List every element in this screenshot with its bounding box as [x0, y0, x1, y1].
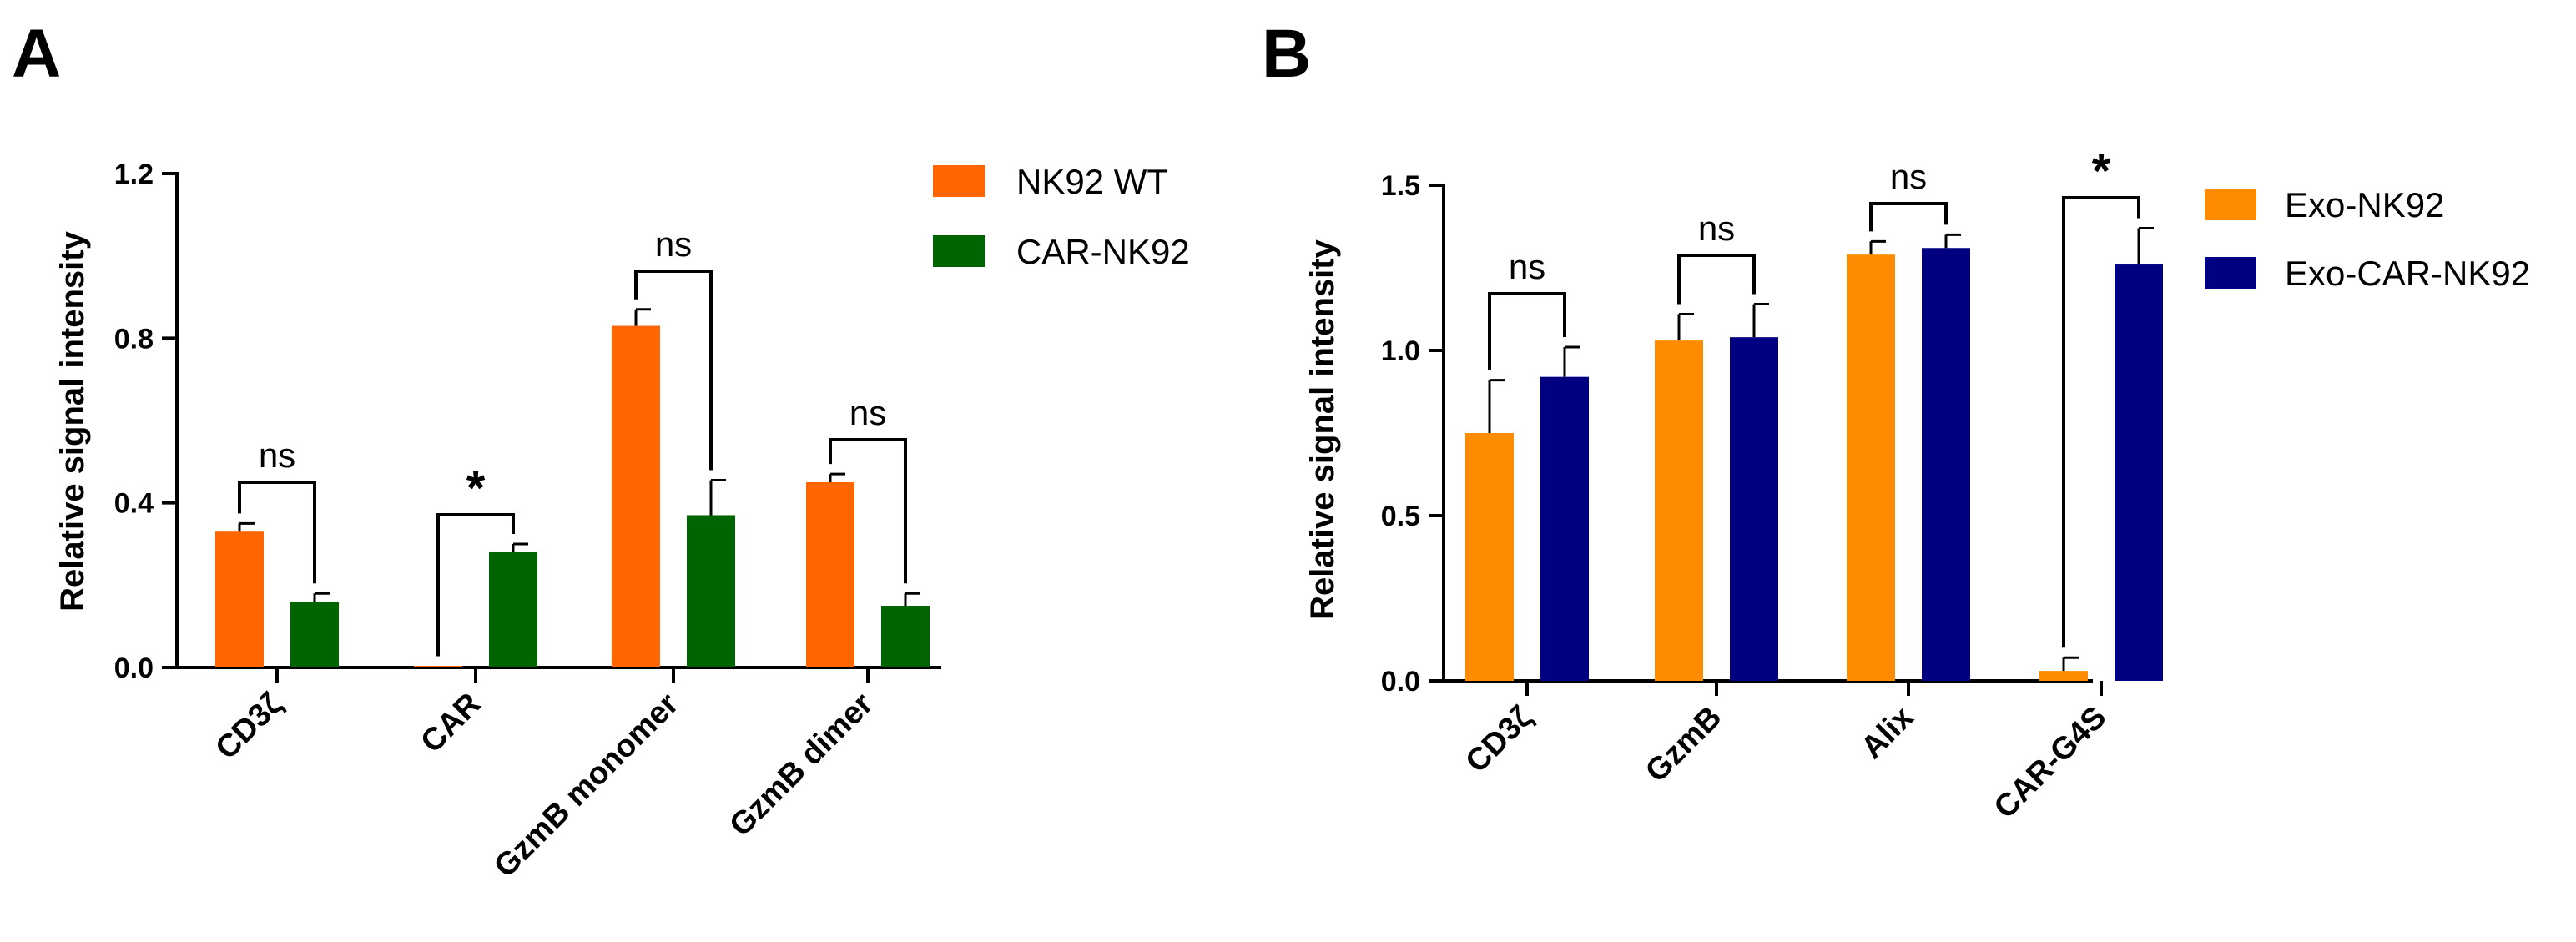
significance-label: ns	[1509, 247, 1545, 286]
legend-label: Exo-NK92	[2285, 185, 2444, 224]
significance-label: ns	[1698, 209, 1735, 248]
x-tick-label: GzmB monomer	[487, 687, 685, 884]
significance-bracket	[436, 513, 515, 657]
x-tick-label: CD3ζ	[209, 687, 290, 767]
significance-label: ns	[655, 224, 692, 264]
bar	[489, 552, 537, 667]
legend-swatch	[2205, 189, 2256, 220]
bar	[1847, 254, 1895, 681]
significance-bracket	[1488, 292, 1566, 370]
bar	[290, 602, 339, 667]
bar	[1540, 376, 1589, 681]
y-tick-label: 0.0	[114, 652, 154, 684]
x-tick-label: CAR	[414, 687, 487, 760]
bar	[2039, 671, 2088, 681]
significance-label: *	[466, 461, 486, 516]
legend-swatch	[933, 165, 985, 197]
x-tick-label: GzmB	[1639, 700, 1728, 789]
bar	[1922, 248, 1970, 681]
y-tick-label: 1.0	[1381, 335, 1420, 367]
significance-bracket	[634, 270, 713, 471]
panel-b: B 0.0 0.5 1.0 1.5 Relative signal intensity CD…	[1262, 16, 2530, 825]
significance-bracket	[2062, 196, 2140, 648]
legend-label: CAR-NK92	[1016, 232, 1190, 271]
bar	[881, 606, 930, 667]
bar	[1730, 337, 1778, 681]
y-tick-label: 0.4	[114, 488, 154, 520]
x-tick-label: CAR-G4S	[1988, 700, 2114, 826]
panel-letter: B	[1262, 16, 1311, 92]
panel-a: A 0.0 0.4 0.8 1.2 Relative signal intensity CD…	[12, 16, 1190, 884]
y-tick-label: 0.5	[1381, 501, 1420, 532]
y-tick-label: 0.0	[1381, 666, 1420, 698]
x-tick-label: Alix	[1854, 700, 1920, 766]
bar	[1465, 433, 1514, 681]
significance-label: ns	[849, 393, 886, 432]
significance-bracket	[1677, 254, 1756, 305]
x-tick-label: GzmB dimer	[723, 687, 880, 844]
panel-letter: A	[12, 16, 61, 92]
y-tick-label: 1.2	[114, 159, 154, 190]
y-axis-label: Relative signal intensity	[1304, 239, 1341, 619]
x-tick-label: CD3ζ	[1459, 700, 1540, 780]
significance-label: ns	[1890, 157, 1927, 196]
significance-label: ns	[259, 436, 295, 475]
significance-label: *	[2092, 144, 2111, 199]
bar	[612, 325, 660, 667]
bar	[687, 515, 735, 667]
legend-label: NK92 WT	[1016, 162, 1168, 201]
bar	[215, 531, 264, 667]
legend-label: Exo-CAR-NK92	[2285, 254, 2530, 293]
legend-swatch	[933, 235, 985, 267]
bar	[1655, 340, 1703, 681]
significance-bracket	[1869, 202, 1948, 232]
y-tick-label: 0.8	[114, 323, 154, 355]
bar	[806, 482, 854, 667]
bar	[2115, 264, 2163, 681]
y-tick-label: 1.5	[1381, 170, 1420, 202]
legend-swatch	[2205, 257, 2256, 289]
significance-bracket	[829, 438, 907, 584]
y-axis-label: Relative signal intensity	[54, 230, 91, 611]
bar	[414, 666, 462, 667]
significance-bracket	[238, 481, 316, 584]
